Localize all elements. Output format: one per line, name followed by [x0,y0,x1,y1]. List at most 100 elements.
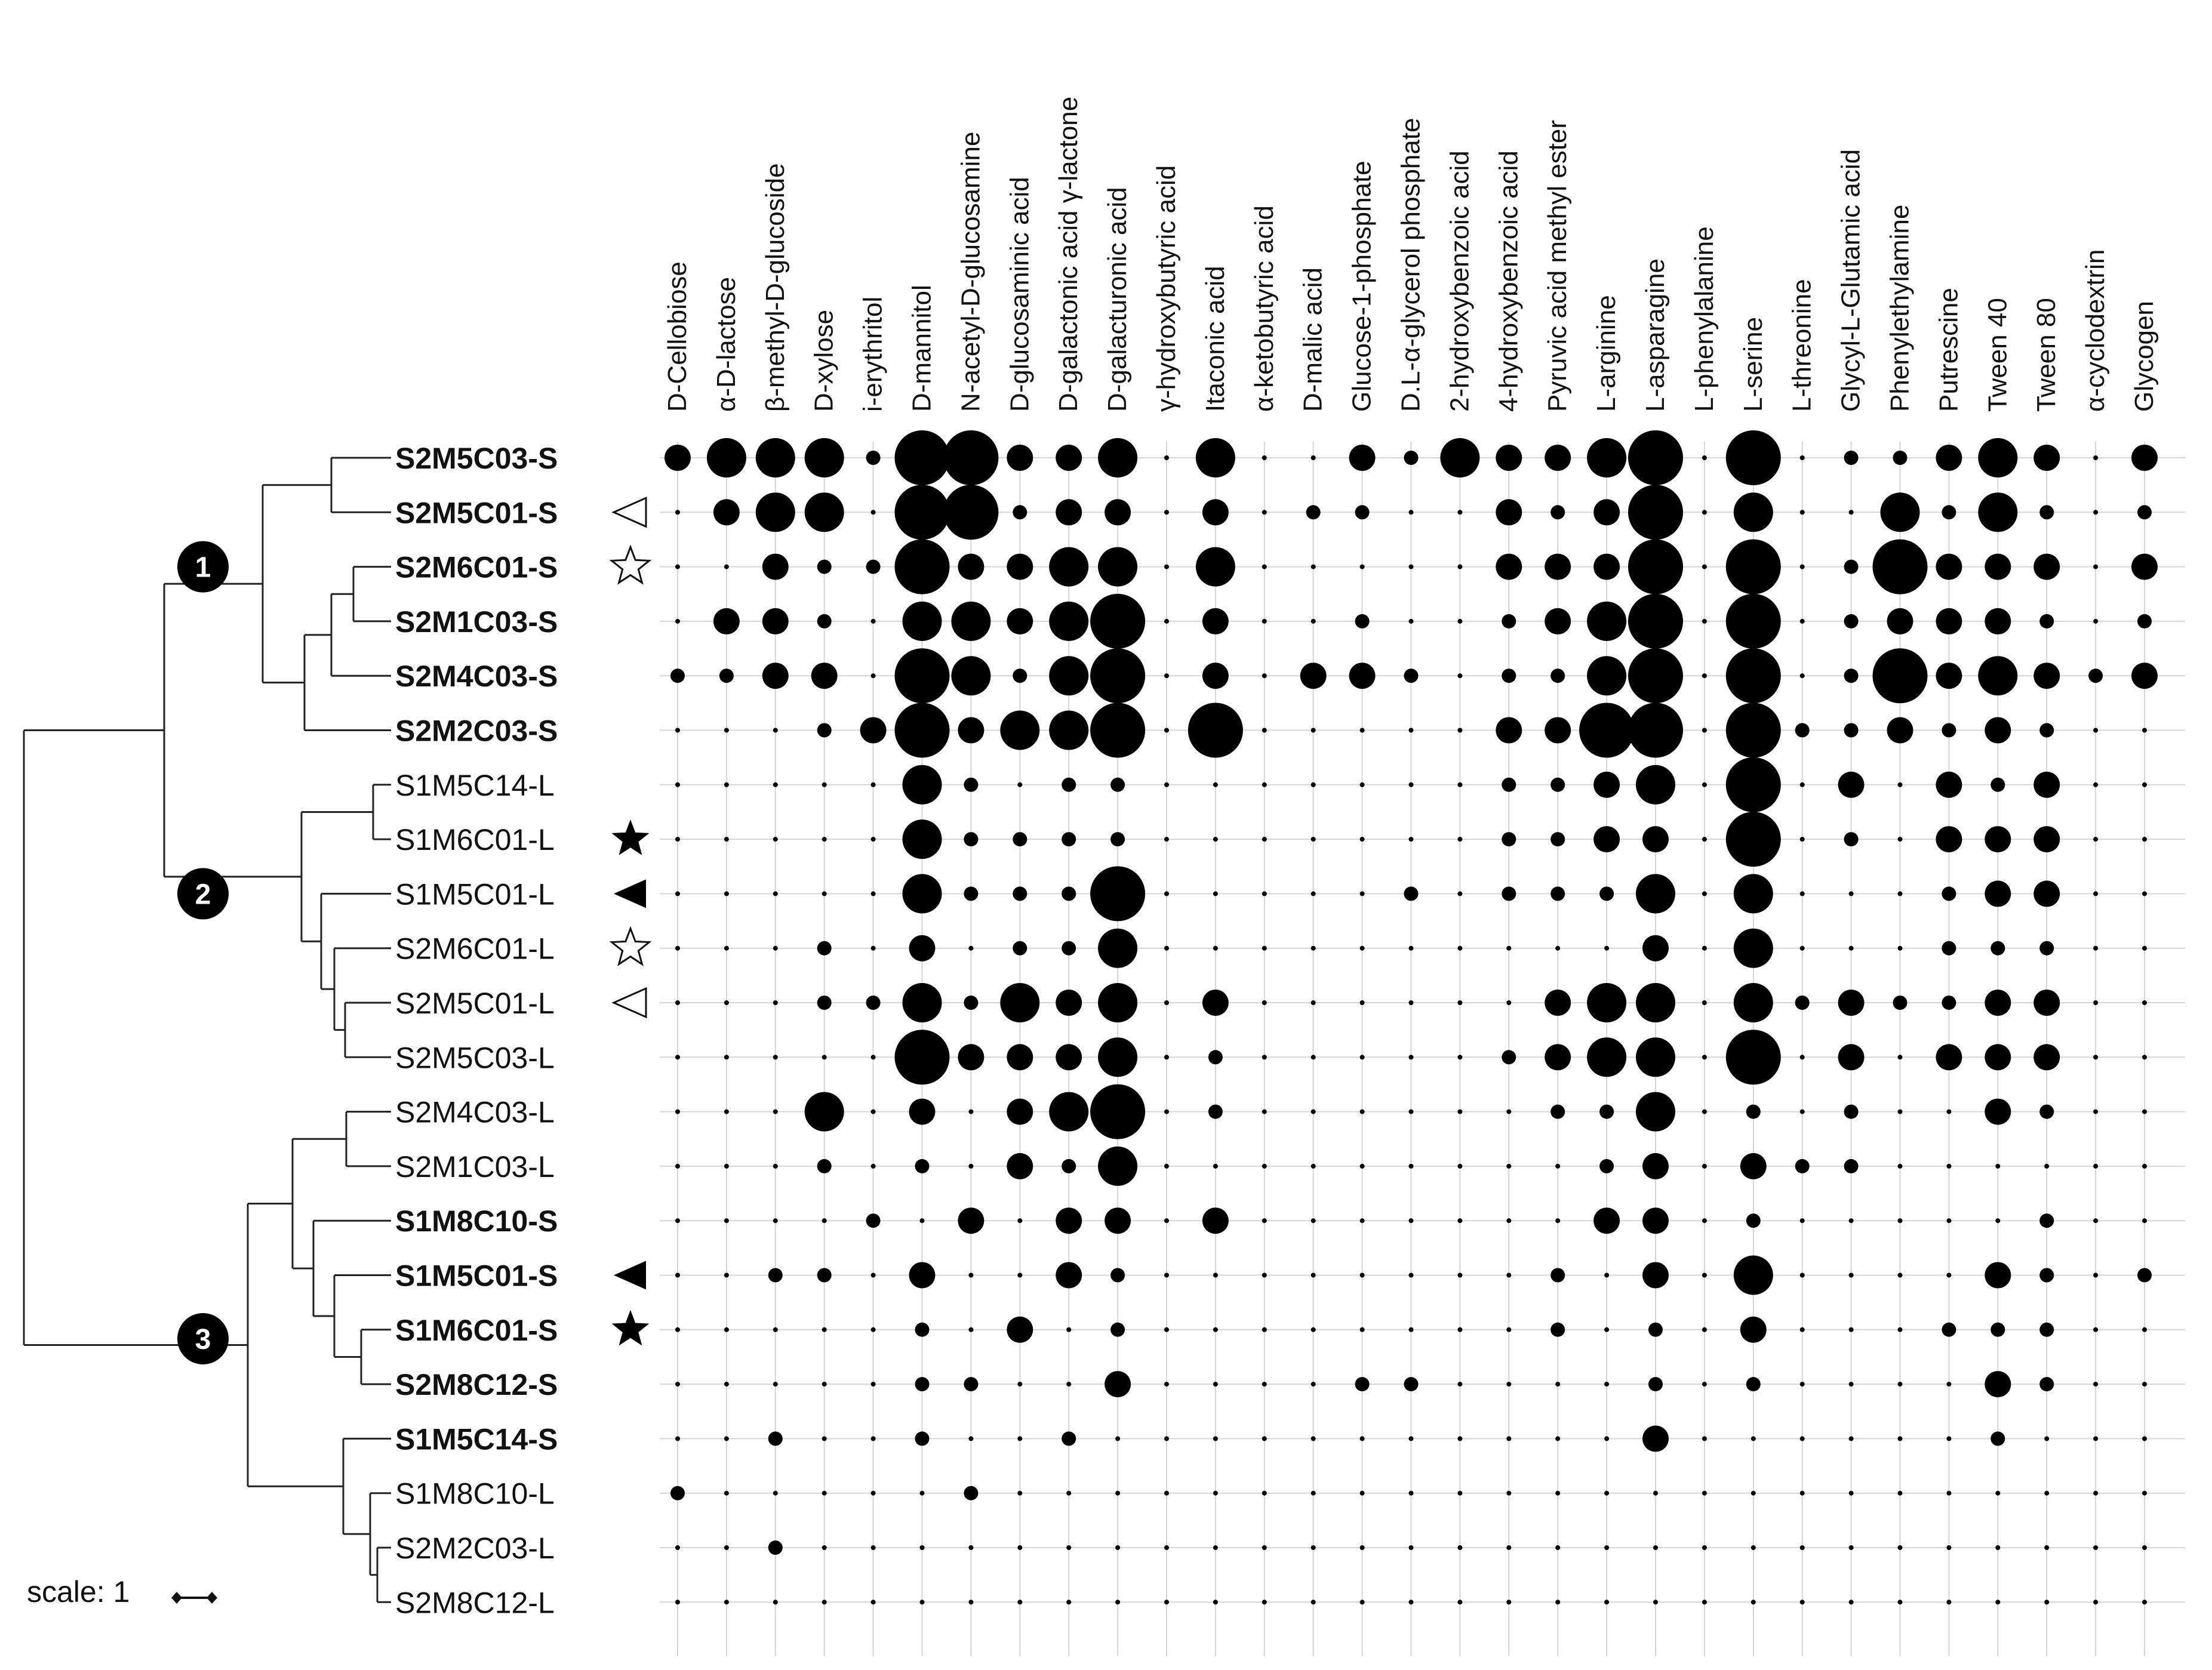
bubble [1164,1272,1169,1278]
scale-bar-end [207,1592,217,1604]
bubble [1550,832,1565,847]
bubble [1457,1272,1463,1278]
bubble [1978,492,2018,532]
bubble [1359,945,1365,951]
bubble [1310,1218,1316,1224]
bubble [2039,1268,2054,1283]
bubble [1408,1000,1414,1005]
bubble [1579,702,1635,758]
bubble [902,874,942,914]
bubble [1995,1545,2001,1550]
bubble [1628,702,1683,758]
bubble [1062,1431,1076,1446]
bubble [1359,1109,1365,1114]
bubble [1310,1055,1316,1060]
bubble [1164,1218,1169,1224]
bubble [1893,451,1908,465]
bubble [1936,445,1962,471]
bubble [1653,1545,1658,1550]
sample-label: S2M8C12-S [395,1368,558,1401]
cluster-node-circle [177,541,229,593]
bubble [2142,1218,2147,1224]
bubble [1795,1158,1810,1173]
bubble [1017,1382,1023,1387]
bubble [1164,1545,1169,1550]
bubble [1164,455,1169,460]
bubble [1946,1163,1952,1169]
bubble [1897,1327,1903,1332]
bubble [1017,1490,1023,1496]
bubble [1007,608,1033,634]
bubble [2142,1600,2147,1605]
bubble [870,837,876,842]
bubble [2044,1490,2050,1496]
bubble [1408,1436,1414,1441]
bubble [1702,1490,1707,1496]
bubble [1115,1490,1121,1496]
bubble [773,1000,778,1005]
bubble [2137,614,2152,628]
bubble [1049,547,1089,587]
bubble [1942,505,1956,520]
bubble [1017,1600,1023,1605]
bubble [1056,1262,1082,1289]
bubble [2033,990,2060,1016]
bubble [675,891,680,896]
bubble [1213,1436,1218,1441]
bubble [1359,1436,1365,1441]
bubble [1164,1436,1169,1441]
bubble [1502,1050,1516,1065]
bubble [1799,564,1805,569]
bubble [773,1109,778,1114]
cluster-node-label: 3 [195,1324,211,1355]
bubble [951,601,991,641]
bubble [1017,782,1023,787]
bubble [773,1163,778,1169]
bubble [1799,618,1805,624]
bubble [1872,648,1928,704]
dendrogram: 1 2 3 [23,457,391,1603]
bubble [822,1218,827,1224]
bubble [902,983,942,1022]
bubble [762,663,789,689]
bubble [943,430,999,485]
bubble [1946,1109,1952,1114]
filled-star-marker [611,1309,650,1346]
bubble [1164,1600,1169,1605]
bubble [1733,928,1773,968]
bubble [1799,1218,1805,1224]
bubble [1310,891,1316,896]
substrate-label: Glucose-1-phosphate [1347,161,1377,412]
bubble [2131,553,2158,580]
bubble [724,564,729,569]
bubble [817,1158,832,1173]
sample-label: S2M4C03-S [395,660,558,693]
bubble [1349,663,1376,689]
bubble [713,608,740,634]
bubble [1897,1490,1903,1496]
bubble [1408,1490,1414,1496]
bubble [870,782,876,787]
bubble [1799,837,1805,842]
bubble [1359,1000,1365,1005]
bubble [822,1327,827,1332]
bubble [1942,723,1956,738]
bubble [1587,983,1627,1022]
substrate-label: Tween 40 [1983,298,2012,412]
bubble [1359,1600,1365,1605]
bubble [1164,728,1169,733]
bubble [915,1377,930,1392]
bubble [675,1055,680,1060]
bubble [1457,1600,1463,1605]
bubble [1844,559,1859,574]
bubble [1550,1268,1565,1283]
bubble [1202,663,1229,689]
bubble [1098,1146,1138,1186]
bubble [2142,891,2147,896]
bubble [675,1272,680,1278]
bubble [1310,728,1316,733]
bubble [1457,618,1463,624]
bubble [1202,1207,1229,1234]
sample-label: S2M5C03-S [395,442,558,475]
bubble [675,618,680,624]
